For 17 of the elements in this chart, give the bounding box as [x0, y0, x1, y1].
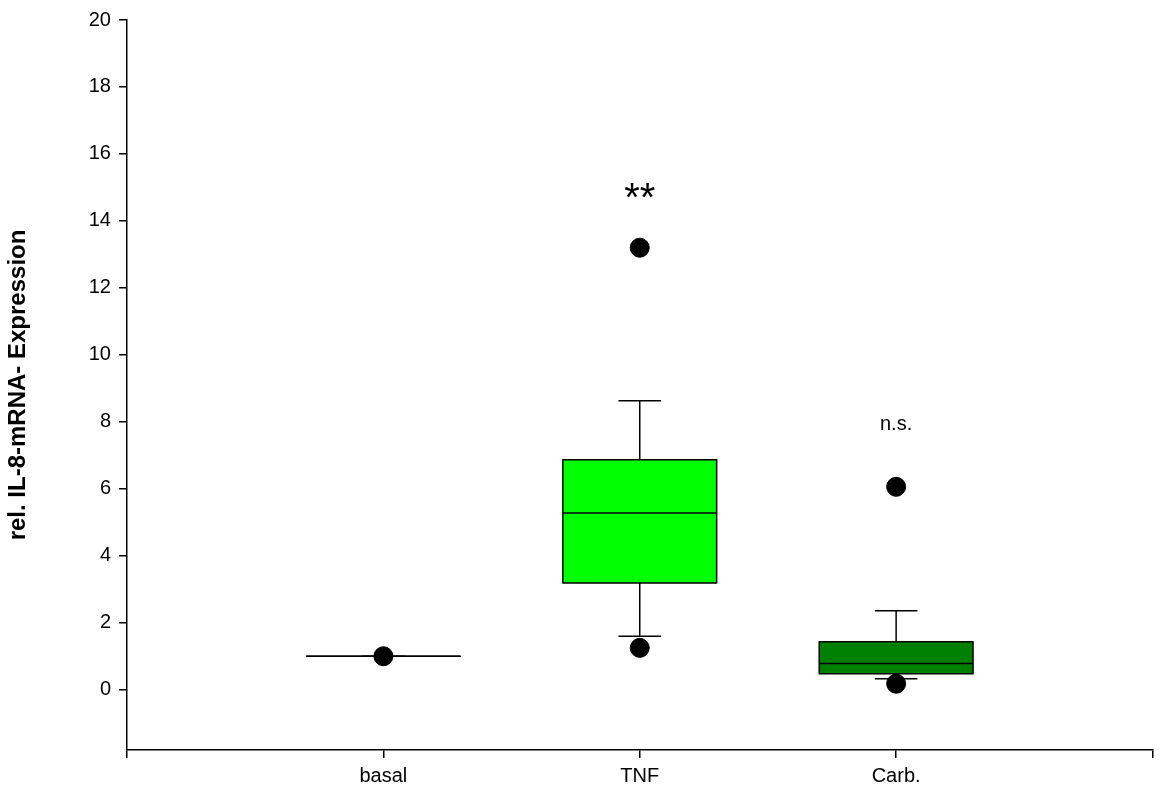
x-tick-label: TNF [620, 763, 660, 786]
y-tick-label: 12 [88, 275, 111, 298]
y-axis-title: rel. IL-8-mRNA- Expression [3, 229, 31, 541]
x-tick-label: Carb. [871, 763, 921, 786]
y-tick-label: 20 [88, 7, 111, 30]
y-tick-label: 6 [99, 476, 111, 499]
x-tick-label: basal [359, 763, 408, 786]
y-tick-label: 8 [99, 409, 111, 432]
y-tick-label: 16 [88, 141, 111, 164]
y-tick-label: 0 [99, 677, 111, 700]
y-tick-label: 2 [99, 610, 111, 633]
annotation: n.s. [880, 412, 913, 435]
annotation: ** [624, 174, 656, 219]
y-tick-label: 4 [99, 543, 111, 566]
y-tick-label: 18 [88, 74, 111, 97]
y-tick-label: 10 [88, 342, 111, 365]
y-tick-label: 14 [88, 208, 111, 231]
